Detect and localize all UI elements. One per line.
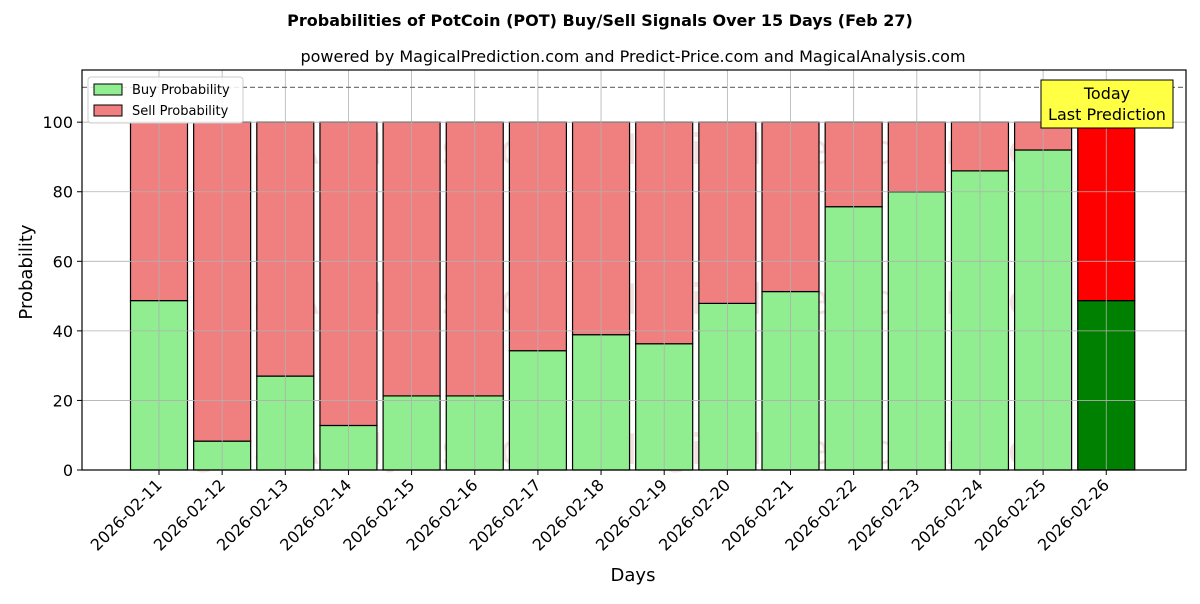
chart-subtitle: powered by MagicalPrediction.com and Pre… [300, 47, 965, 66]
y-tick-label: 100 [42, 113, 73, 132]
legend-swatch [93, 104, 123, 117]
x-axis-label: Days [611, 565, 656, 586]
today-annotation-box [1040, 79, 1174, 129]
today-annotation-line1: Today [1083, 84, 1130, 103]
y-tick-label: 0 [63, 461, 73, 480]
y-tick-label: 20 [53, 391, 73, 410]
chart-title: Probabilities of PotCoin (POT) Buy/Sell … [287, 11, 913, 30]
plot-area: MagicalAnalysis.comMagicalPrediction.com… [42, 69, 1187, 555]
legend-label: Sell Probability [132, 104, 229, 119]
y-tick-label: 80 [53, 183, 73, 202]
today-annotation-line2: Last Prediction [1048, 105, 1166, 124]
y-axis-label: Probability [16, 224, 37, 319]
legend-swatch [93, 83, 123, 96]
plot-frame [81, 69, 1187, 471]
legend-label: Buy Probability [132, 83, 230, 98]
legend-box [87, 76, 244, 124]
y-tick-label: 60 [53, 252, 73, 271]
y-tick-label: 40 [53, 322, 73, 341]
